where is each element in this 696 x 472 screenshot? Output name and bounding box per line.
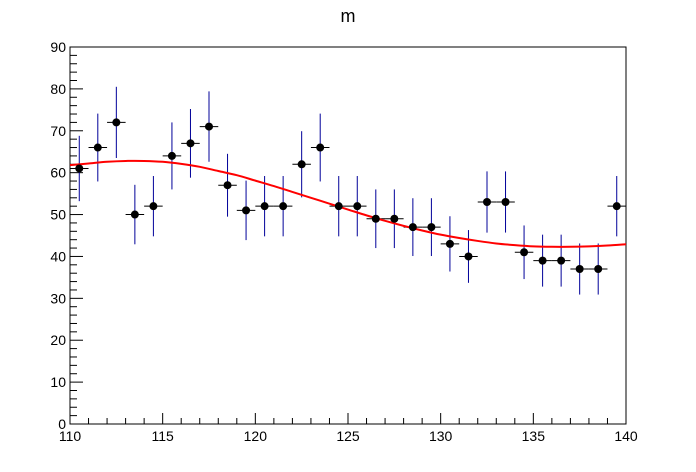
- y-tick-label: 0: [58, 416, 66, 432]
- x-tick-label: 130: [429, 428, 453, 444]
- y-tick-label: 30: [50, 290, 66, 306]
- x-tick-label: 125: [336, 428, 360, 444]
- y-tick-label: 60: [50, 165, 66, 181]
- data-point: [557, 256, 566, 265]
- y-tick-label: 70: [50, 123, 66, 139]
- x-tick-label: 120: [244, 428, 268, 444]
- x-tick-label: 115: [152, 428, 175, 444]
- data-point: [279, 202, 288, 211]
- data-point: [205, 122, 213, 131]
- data-point: [538, 256, 547, 265]
- data-point: [483, 197, 491, 206]
- x-tick-label: 110: [59, 428, 82, 444]
- x-tick-label: 135: [522, 428, 546, 444]
- data-point: [112, 118, 121, 127]
- y-tick-label: 10: [50, 374, 66, 390]
- data-point: [186, 139, 195, 148]
- tick-layer: 110 115 120 125 130 135 140 0 10 20 30 40 50 60 70 80 90: [50, 39, 637, 444]
- y-tick-label: 90: [50, 39, 66, 55]
- y-tick-label: 80: [50, 81, 66, 97]
- data-point: [75, 164, 84, 173]
- data-point: [93, 143, 102, 152]
- point-layer: [75, 118, 621, 274]
- data-point: [334, 202, 343, 211]
- y-tick-label: 50: [50, 207, 66, 223]
- data-point: [371, 214, 380, 223]
- data-point: [501, 197, 510, 206]
- data-point: [316, 143, 325, 152]
- data-point: [149, 202, 158, 211]
- data-point: [223, 181, 232, 190]
- data-point: [520, 248, 529, 257]
- y-tick-label: 40: [50, 248, 66, 264]
- data-point: [464, 252, 473, 261]
- fit-layer: [69, 159, 627, 248]
- fit-curve: [69, 159, 627, 248]
- data-point: [612, 202, 621, 211]
- x-tick-label: 140: [614, 428, 638, 444]
- data-point: [353, 202, 362, 211]
- data-point: [130, 210, 139, 219]
- chart-title: m: [341, 6, 356, 26]
- data-point: [575, 265, 584, 274]
- data-point: [390, 214, 399, 223]
- data-point: [297, 160, 306, 169]
- data-point: [427, 223, 436, 232]
- data-point: [445, 239, 454, 248]
- data-point: [167, 151, 176, 160]
- y-tick-label: 20: [50, 332, 66, 348]
- data-point: [408, 223, 417, 232]
- data-point: [242, 206, 251, 215]
- data-point: [594, 265, 603, 274]
- data-point: [260, 202, 269, 211]
